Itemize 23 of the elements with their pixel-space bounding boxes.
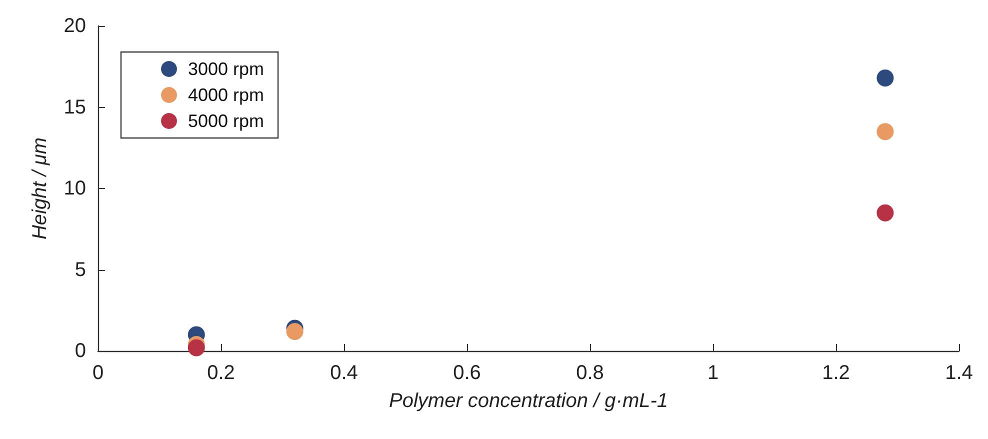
x-tick-label: 0.4 — [330, 362, 358, 384]
x-tick-label: 1.2 — [822, 362, 850, 384]
y-tick-label: 0 — [74, 340, 86, 362]
x-tick-label: 0 — [92, 362, 104, 384]
y-tick-label: 15 — [64, 96, 86, 118]
legend-label: 5000 rpm — [188, 111, 264, 131]
point — [286, 323, 304, 340]
legend-label: 3000 rpm — [188, 59, 264, 79]
point — [188, 339, 205, 356]
y-tick-label: 20 — [64, 15, 86, 37]
x-tick-label: 0.8 — [576, 362, 604, 384]
y-axis-title: Height / μm — [29, 137, 51, 240]
point — [876, 204, 894, 222]
x-tick-label: 0.2 — [207, 362, 235, 384]
point — [876, 123, 894, 140]
legend-label: 4000 rpm — [188, 85, 264, 105]
point — [876, 70, 894, 86]
x-tick-label: 0.6 — [453, 362, 481, 384]
y-tick-label: 10 — [64, 178, 86, 200]
x-tick-label: 1.4 — [945, 362, 973, 384]
x-axis-title: Polymer concentration / g·mL-1 — [388, 390, 668, 412]
y-tick-label: 5 — [74, 258, 86, 281]
x-tick-label: 1 — [707, 362, 719, 384]
